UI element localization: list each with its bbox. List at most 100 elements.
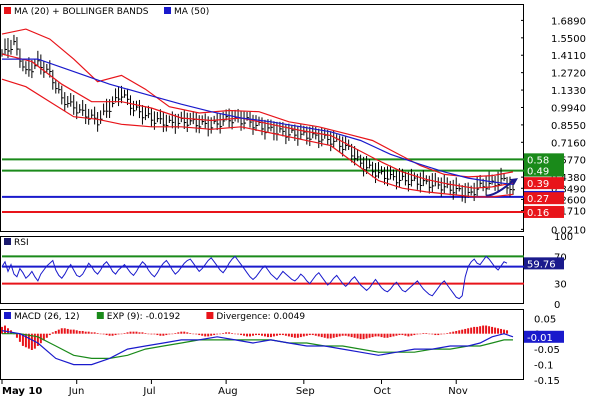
price-y-tick-label: 1.6890: [551, 16, 586, 27]
macd-divergence-bar: [102, 333, 105, 335]
level-tag-0.58-label: 0.58: [527, 155, 549, 166]
macd-divergence-bar: [192, 333, 195, 335]
macd-divergence-bar: [281, 333, 284, 336]
macd-divergence-bar: [446, 333, 449, 334]
price-y-tick-label: 1.2720: [551, 69, 586, 80]
macd-current-tag-label: -0.01: [527, 333, 553, 344]
value-tag-0.39-label: 0.39: [527, 179, 549, 190]
macd-divergence-bar: [237, 333, 240, 335]
macd-divergence-bar: [180, 331, 183, 334]
macd-divergence-bar: [186, 332, 189, 334]
macd-divergence-bar: [323, 333, 326, 338]
macd-divergence-bar: [42, 333, 45, 341]
macd-divergence-bar: [207, 333, 210, 337]
macd-divergence-bar: [96, 333, 99, 334]
level-tag-0.16-label: 0.16: [527, 208, 549, 219]
macd-divergence-bar: [431, 333, 434, 335]
macd-divergence-bar: [392, 333, 395, 337]
macd-divergence-bar: [6, 328, 9, 334]
macd-divergence-bar: [377, 333, 380, 337]
macd-divergence-bar: [168, 333, 171, 335]
x-tick-label: May 10: [2, 386, 42, 397]
macd-legend-label-1: EXP (9): -0.0192: [107, 312, 181, 322]
macd-divergence-bar: [479, 326, 482, 334]
macd-divergence-bar: [401, 333, 404, 336]
macd-divergence-bar: [243, 333, 246, 336]
macd-divergence-bar: [458, 330, 461, 334]
macd-divergence-bar: [443, 333, 446, 335]
macd-divergence-bar: [467, 328, 470, 334]
macd-divergence-bar: [383, 333, 386, 338]
macd-divergence-bar: [449, 332, 452, 334]
macd-divergence-bar: [117, 333, 120, 335]
series-ma-50-: [2, 58, 514, 185]
macd-divergence-bar: [111, 333, 114, 336]
macd-divergence-bar: [269, 333, 272, 338]
macd-divergence-bar: [240, 333, 243, 336]
series-ma-20-: [1, 53, 514, 189]
level-tag-0.49-bg: [524, 164, 564, 177]
macd-divergence-bar: [293, 333, 296, 338]
macd-divergence-bar: [21, 333, 24, 346]
macd-divergence-bar: [252, 333, 255, 336]
rsi-current-tag-bg: [524, 257, 564, 270]
macd-divergence-bar: [162, 333, 165, 336]
macd-divergence-bar: [177, 332, 180, 334]
x-tick-label: Nov: [448, 386, 468, 397]
macd-divergence-bar: [317, 333, 320, 337]
macd-divergence-bar: [320, 333, 323, 338]
macd-divergence-bar: [410, 333, 413, 336]
macd-divergence-bar: [398, 333, 401, 336]
macd-divergence-bar: [183, 331, 186, 334]
macd-y-tick-label: -0.1: [534, 361, 554, 372]
macd-divergence-bar: [404, 333, 407, 336]
macd-divergence-bar: [356, 333, 359, 339]
macd-divergence-bar: [225, 332, 228, 334]
macd-legend-swatch-0: [4, 312, 11, 319]
macd-y-tick-label: -0.15: [534, 376, 560, 387]
macd-divergence-bar: [434, 333, 437, 336]
value-tag-0.39-bg: [524, 177, 564, 190]
macd-divergence-bar: [326, 333, 329, 339]
macd-divergence-bar: [27, 333, 30, 349]
macd-divergence-bar: [284, 333, 287, 336]
macd-divergence-bar: [150, 333, 153, 335]
macd-divergence-bar: [159, 333, 162, 336]
macd-divergence-bar: [132, 331, 135, 334]
macd-divergence-bar: [272, 333, 275, 337]
macd-divergence-bar: [347, 333, 350, 337]
macd-divergence-bar: [204, 333, 207, 337]
macd-divergence-bar: [389, 333, 392, 338]
macd-divergence-bar: [338, 333, 341, 337]
macd-divergence-bar: [210, 333, 213, 336]
macd-divergence-bar: [500, 328, 503, 334]
macd-divergence-bar: [114, 333, 117, 336]
macd-divergence-bar: [249, 333, 252, 337]
macd-legend-label-2: Divergence: 0.0049: [216, 312, 305, 322]
macd-divergence-bar: [503, 329, 506, 334]
macd-divergence-bar: [305, 333, 308, 336]
macd-divergence-bar: [216, 333, 219, 335]
macd-divergence-bar: [482, 325, 485, 334]
macd-divergence-bar: [497, 328, 500, 334]
macd-divergence-bar: [105, 333, 108, 336]
rsi-y-tick-label: 30: [554, 280, 567, 291]
macd-divergence-bar: [153, 333, 156, 335]
macd-divergence-bar: [72, 329, 75, 334]
macd-divergence-bar: [335, 333, 338, 338]
macd-y-tick-label: -0.05: [534, 345, 560, 356]
x-tick-label: Jul: [142, 386, 155, 397]
x-tick-label: Sep: [296, 386, 315, 397]
macd-divergence-bar: [302, 333, 305, 337]
macd-divergence-bar: [329, 333, 332, 339]
price-y-tick-label: 0.3490: [551, 184, 586, 195]
macd-legend-swatch-2: [206, 312, 214, 319]
macd-divergence-bar: [24, 333, 27, 348]
macd-divergence-bar: [198, 333, 201, 336]
macd-divergence-bar: [359, 333, 362, 340]
macd-divergence-bar: [120, 333, 123, 335]
macd-divergence-bar: [69, 329, 72, 334]
macd-divergence-bar: [371, 333, 374, 338]
